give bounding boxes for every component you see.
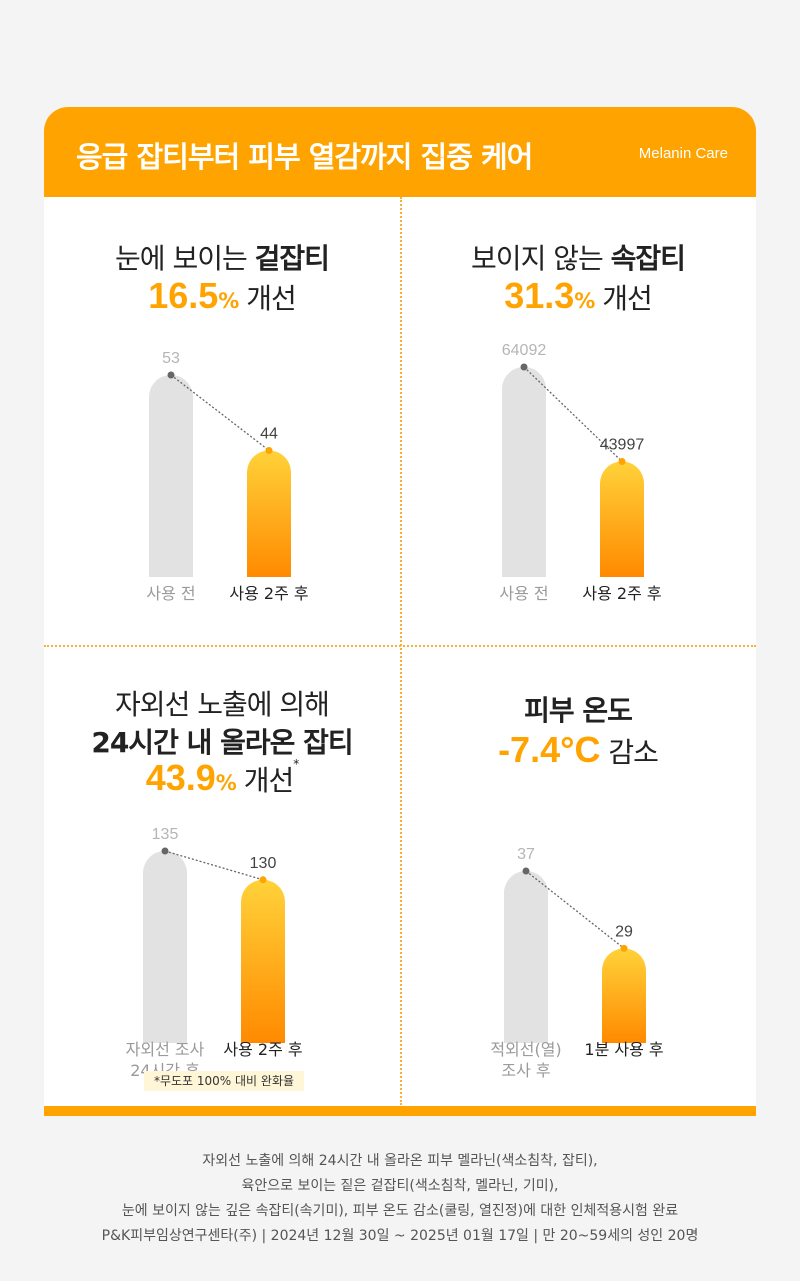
bar-after: [602, 948, 646, 1043]
bar-after: [241, 879, 285, 1043]
footnote-line: 자외선 노출에 의해 24시간 내 올라온 피부 멜라닌(색소침착, 잡티),: [202, 1153, 598, 1169]
quadrant-result: 31.3% 개선: [504, 275, 653, 316]
chart-skin-temp: 37 29: [504, 846, 646, 1043]
point-after: [265, 446, 273, 454]
point-after: [259, 876, 267, 884]
quadrant-title: 눈에 보이는 겉잡티: [115, 242, 330, 275]
point-before: [161, 847, 169, 855]
card-header: 응급 잡티부터 피부 열감까지 집중 케어 Melanin Care: [44, 107, 756, 197]
footnote-line: 눈에 보이지 않는 깊은 속잡티(속기미), 피부 온도 감소(쿨링, 열진정)…: [121, 1203, 679, 1219]
category-label: 사용 2주 후: [223, 1040, 303, 1059]
category-label: 사용 전: [146, 584, 196, 603]
category-label: 사용 전: [499, 584, 549, 603]
footnote-line: P&K피부임상연구센타(주) | 2024년 12월 30일 ~ 2025년 0…: [101, 1228, 699, 1244]
value-label: 44: [260, 425, 278, 442]
quadrant-title: 피부 온도: [524, 694, 633, 727]
trend-line: [523, 366, 623, 462]
vertical-divider: [400, 197, 402, 1105]
point-before: [167, 371, 175, 379]
quadrant-title: 자외선 노출에 의해: [115, 688, 330, 721]
result-value: 31.3: [504, 275, 575, 316]
result-value: 43.9: [145, 757, 216, 798]
bar-after: [247, 450, 291, 577]
point-after: [618, 458, 626, 465]
bar-before: [504, 871, 548, 1043]
quadrant-title: 보이지 않는 속잡티: [471, 242, 686, 275]
category-label: 사용 2주 후: [229, 584, 309, 603]
bar-before: [502, 367, 546, 577]
category-label: 1분 사용 후: [584, 1040, 664, 1059]
chart-inner-spots: 64092 43997: [502, 342, 645, 577]
category-label: 자외선 조사 24시간 후: [125, 1040, 205, 1080]
quadrant-result: -7.4°C 감소: [498, 729, 659, 770]
value-label: 29: [615, 923, 633, 940]
point-after: [620, 944, 628, 952]
point-before: [522, 867, 530, 875]
result-value: 16.5: [148, 275, 219, 316]
quadrant-result: 43.9% 개선*: [145, 757, 300, 798]
value-label: 135: [152, 826, 179, 843]
result-value: -7.4°C: [498, 729, 601, 770]
value-label: 130: [250, 855, 277, 872]
value-label: 43997: [600, 437, 645, 454]
point-before: [520, 363, 528, 371]
chart-uv-spots: 135 130: [143, 826, 285, 1043]
category-label: 사용 2주 후: [582, 584, 662, 603]
value-label: 64092: [502, 342, 547, 359]
footnote-line: 육안으로 보이는 짙은 겉잡티(색소침착, 멜라닌, 기미),: [241, 1178, 559, 1194]
header-title: 응급 잡티부터 피부 열감까지 집중 케어: [76, 140, 533, 174]
header-tag: Melanin Care: [638, 145, 728, 162]
trend-line: [170, 374, 270, 451]
trend-line: [525, 870, 625, 949]
study-footnote: 자외선 노출에 의해 24시간 내 올라온 피부 멜라닌(색소침착, 잡티), …: [0, 1149, 800, 1249]
value-label: 37: [517, 846, 535, 863]
bottom-accent-bar: [44, 1106, 756, 1116]
bar-before: [143, 851, 187, 1043]
value-label: 53: [162, 350, 180, 367]
chart-outer-spots: 53 44: [149, 350, 291, 577]
footnote-badge: *무도포 100% 대비 완화율: [144, 1071, 304, 1091]
results-card: 응급 잡티부터 피부 열감까지 집중 케어 Melanin Care 눈에 보이…: [44, 107, 756, 1116]
category-label: 적외선(열) 조사 후: [490, 1040, 562, 1080]
horizontal-divider: [44, 645, 756, 647]
bar-before: [149, 375, 193, 577]
quadrant-title-2: 24시간 내 올라온 잡티: [91, 726, 353, 759]
quadrant-result: 16.5% 개선: [148, 275, 297, 316]
trend-line: [164, 850, 264, 881]
bar-after: [600, 461, 644, 577]
